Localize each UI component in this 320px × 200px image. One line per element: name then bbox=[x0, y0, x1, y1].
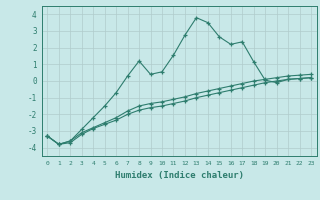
X-axis label: Humidex (Indice chaleur): Humidex (Indice chaleur) bbox=[115, 171, 244, 180]
